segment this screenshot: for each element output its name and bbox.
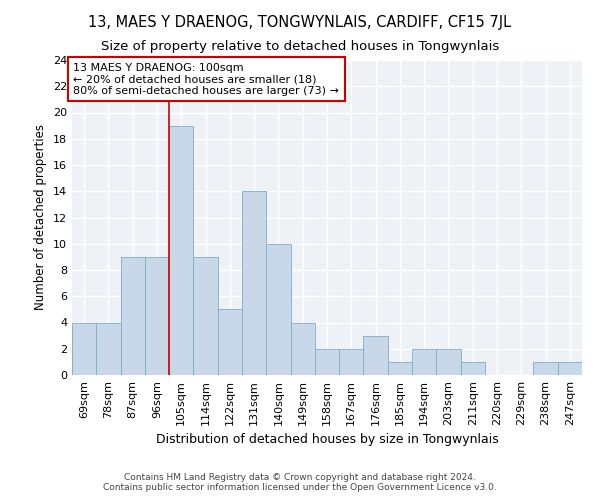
Bar bbox=[533, 362, 558, 375]
Y-axis label: Number of detached properties: Number of detached properties bbox=[34, 124, 47, 310]
Bar bbox=[315, 349, 339, 375]
Bar bbox=[388, 362, 412, 375]
Bar bbox=[145, 257, 169, 375]
Text: 13, MAES Y DRAENOG, TONGWYNLAIS, CARDIFF, CF15 7JL: 13, MAES Y DRAENOG, TONGWYNLAIS, CARDIFF… bbox=[88, 15, 512, 30]
Text: 13 MAES Y DRAENOG: 100sqm
← 20% of detached houses are smaller (18)
80% of semi-: 13 MAES Y DRAENOG: 100sqm ← 20% of detac… bbox=[73, 62, 339, 96]
Bar bbox=[266, 244, 290, 375]
Bar bbox=[169, 126, 193, 375]
Bar bbox=[242, 191, 266, 375]
Bar bbox=[558, 362, 582, 375]
Text: Size of property relative to detached houses in Tongwynlais: Size of property relative to detached ho… bbox=[101, 40, 499, 53]
Bar bbox=[461, 362, 485, 375]
Bar bbox=[339, 349, 364, 375]
Bar bbox=[290, 322, 315, 375]
Bar bbox=[436, 349, 461, 375]
Bar bbox=[364, 336, 388, 375]
Bar bbox=[218, 310, 242, 375]
Bar bbox=[96, 322, 121, 375]
Text: Contains HM Land Registry data © Crown copyright and database right 2024.
Contai: Contains HM Land Registry data © Crown c… bbox=[103, 473, 497, 492]
X-axis label: Distribution of detached houses by size in Tongwynlais: Distribution of detached houses by size … bbox=[155, 434, 499, 446]
Bar bbox=[193, 257, 218, 375]
Bar bbox=[412, 349, 436, 375]
Bar bbox=[121, 257, 145, 375]
Bar bbox=[72, 322, 96, 375]
